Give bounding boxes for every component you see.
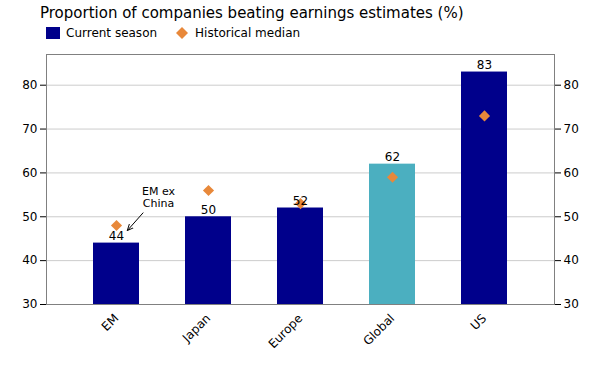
- svg-text:40: 40: [564, 253, 579, 267]
- svg-text:30: 30: [22, 297, 37, 311]
- svg-text:60: 60: [22, 166, 37, 180]
- svg-text:40: 40: [22, 253, 37, 267]
- svg-text:30: 30: [564, 297, 579, 311]
- svg-text:Europe: Europe: [266, 311, 306, 351]
- svg-text:Japan: Japan: [179, 311, 213, 345]
- svg-text:50: 50: [564, 210, 579, 224]
- svg-text:62: 62: [385, 150, 400, 164]
- svg-text:US: US: [468, 311, 490, 333]
- html-text:Proportion of companies beatin: Proportion of companies beating earnings…: [40, 4, 464, 22]
- svg-text:52: 52: [293, 194, 308, 208]
- svg-text:60: 60: [564, 166, 579, 180]
- svg-text:80: 80: [564, 78, 579, 92]
- svg-text:Global: Global: [360, 311, 397, 348]
- svg-text:50: 50: [201, 203, 216, 217]
- svg-text:70: 70: [564, 122, 579, 136]
- svg-text:83: 83: [477, 58, 492, 72]
- svg-text:50: 50: [22, 210, 37, 224]
- html-text:Current season: Current season: [66, 26, 158, 40]
- svg-text:80: 80: [22, 78, 37, 92]
- svg-text:44: 44: [109, 229, 124, 243]
- svg-text:EM exChina: EM exChina: [142, 185, 176, 210]
- svg-text:EM: EM: [99, 311, 122, 334]
- svg-text:70: 70: [22, 122, 37, 136]
- html-text:Historical median: Historical median: [195, 26, 301, 40]
